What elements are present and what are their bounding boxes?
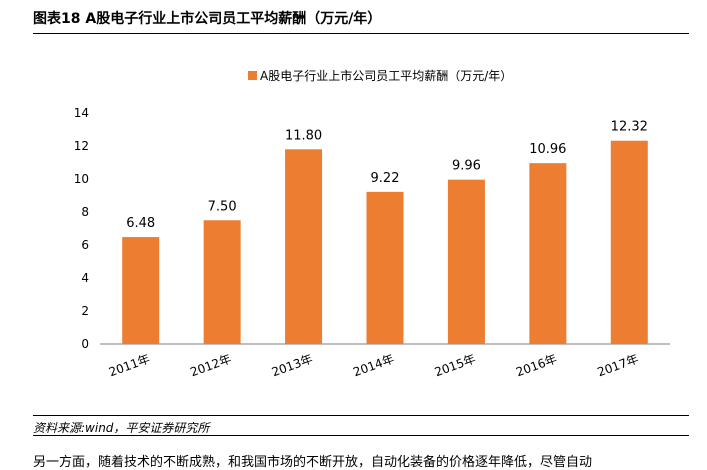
y-tick-label: 8 xyxy=(81,205,89,219)
bar xyxy=(610,140,648,344)
y-tick-label: 14 xyxy=(74,106,89,120)
bottom-rule xyxy=(33,435,689,436)
bar xyxy=(529,163,567,344)
y-tick-label: 10 xyxy=(74,172,89,186)
legend-label: A股电子行业上市公司员工平均薪酬（万元/年） xyxy=(260,68,512,83)
x-tick-label: 2013年 xyxy=(270,352,315,380)
legend-swatch xyxy=(248,71,257,80)
bar-value-label: 7.50 xyxy=(208,199,237,214)
x-tick-label: 2016年 xyxy=(514,352,559,380)
salary-bar-chart: A股电子行业上市公司员工平均薪酬（万元/年） 0 2 4 6 8 10 12 14 6.48 201… xyxy=(74,68,670,380)
x-tick-label: 2014年 xyxy=(351,352,396,380)
x-tick-label: 2015年 xyxy=(433,352,478,380)
bar-value-label: 9.96 xyxy=(452,159,481,174)
next-paragraph-text: 另一方面，随着技术的不断成熟，和我国市场的不断开放，自动化装备的价格逐年降低，尽… xyxy=(33,455,593,470)
bar-value-label: 9.22 xyxy=(371,171,400,186)
bar xyxy=(122,237,160,344)
bar-value-label: 11.80 xyxy=(285,128,322,143)
y-tick-label: 6 xyxy=(81,238,89,252)
bar xyxy=(203,220,241,344)
x-tick-label: 2012年 xyxy=(188,352,233,380)
y-tick-label: 12 xyxy=(74,139,89,153)
source-note: 资料来源:wind，平安证券研究所 xyxy=(33,421,210,435)
source-rule xyxy=(33,415,689,416)
x-tick-label: 2017年 xyxy=(596,352,641,380)
y-tick-label: 2 xyxy=(81,304,89,318)
bar-value-label: 6.48 xyxy=(126,216,155,231)
bar xyxy=(447,179,485,344)
bar-value-label: 12.32 xyxy=(611,120,648,135)
bar xyxy=(285,149,323,344)
x-tick-label: 2011年 xyxy=(107,352,152,380)
figure-title: 图表18 A股电子行业上市公司员工平均薪酬（万元/年） xyxy=(33,11,382,27)
y-tick-label: 4 xyxy=(81,271,89,285)
bar xyxy=(366,191,404,344)
top-rule xyxy=(33,33,689,34)
y-tick-label: 0 xyxy=(81,337,89,351)
bar-value-label: 10.96 xyxy=(529,142,566,157)
